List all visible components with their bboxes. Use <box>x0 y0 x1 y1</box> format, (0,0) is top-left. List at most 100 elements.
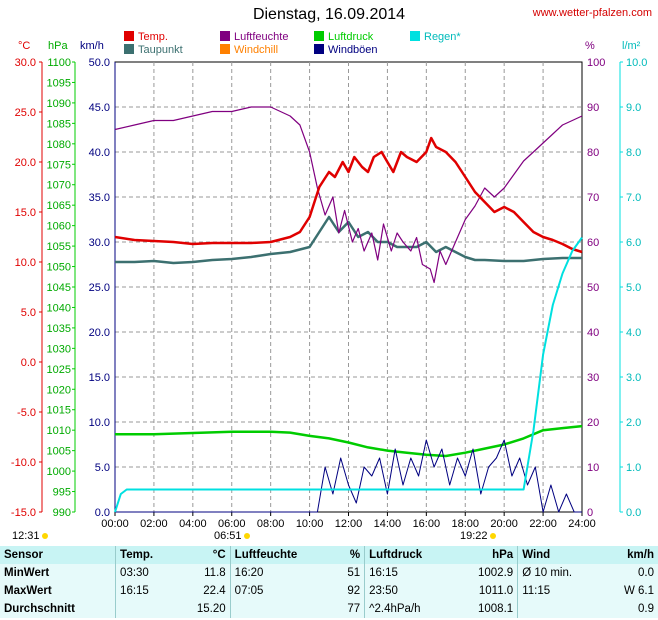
hum-time <box>229 600 334 618</box>
temp-tick-label: 5.0 <box>21 307 36 319</box>
wind-tick-label: 30.0 <box>89 237 110 249</box>
rain-tick-label: 7.0 <box>626 192 641 204</box>
hum-value: 92 <box>333 582 365 600</box>
press-tick-label: 1070 <box>47 180 71 192</box>
row-label: MaxWert <box>0 582 116 600</box>
temp-tick-label: -5.0 <box>17 407 36 419</box>
rain-tick-label: 9.0 <box>626 102 641 114</box>
rain-tick-label: 4.0 <box>626 327 641 339</box>
press-tick-label: 1045 <box>47 282 71 294</box>
wind-time <box>517 600 603 618</box>
time-tick-label: 00:00 <box>101 518 129 530</box>
time-tick-label: 06:00 <box>218 518 246 530</box>
series-line-temp <box>114 136 583 254</box>
legend-swatch <box>124 44 134 54</box>
press-tick-label: 1015 <box>47 405 71 417</box>
wind-time: 11:15 <box>517 582 603 600</box>
press-tick-label: 1060 <box>47 221 71 233</box>
press-tick-label: 990 <box>53 507 71 519</box>
temp-value: 22.4 <box>175 582 231 600</box>
legend-item: Windböen <box>314 44 378 56</box>
hdr-hum: Luftfeuchte <box>229 546 334 564</box>
time-tick-label: 10:00 <box>296 518 324 530</box>
press-tick-label: 1090 <box>47 98 71 110</box>
unit-rain: l/m² <box>622 40 641 52</box>
sunset-label: 19:22 <box>460 530 496 542</box>
press-time: 16:15 <box>364 564 455 582</box>
temp-tick-label: 15.0 <box>15 207 36 219</box>
rain-tick-label: 6.0 <box>626 237 641 249</box>
wind-tick-label: 5.0 <box>95 462 110 474</box>
press-tick-label: 1050 <box>47 262 71 274</box>
hum-tick-label: 20 <box>587 417 599 429</box>
unit-hum: % <box>585 40 595 52</box>
temp-time: 03:30 <box>115 564 176 582</box>
series-line-luftfeuchte <box>114 106 583 284</box>
press-tick-label: 1095 <box>47 77 71 89</box>
table-row: Durchschnitt 15.20 77 ^2.4hPa/h 1008.1 0… <box>0 600 658 618</box>
rain-tick-label: 8.0 <box>626 147 641 159</box>
hdr-sensor: Sensor <box>0 546 116 564</box>
legend-item: Temp. <box>124 31 168 43</box>
wind-tick-label: 25.0 <box>89 282 110 294</box>
hum-time: 07:05 <box>229 582 334 600</box>
legend-swatch <box>220 44 230 54</box>
press-tick-label: 1010 <box>47 425 71 437</box>
press-tick-label: 1000 <box>47 466 71 478</box>
time-tick-label: 02:00 <box>140 518 168 530</box>
unit-press: hPa <box>48 40 68 52</box>
temp-value: 15.20 <box>175 600 231 618</box>
hdr-wind-unit: km/h <box>602 546 658 564</box>
row-label: Durchschnitt <box>0 600 116 618</box>
wind-time: Ø 10 min. <box>517 564 603 582</box>
hdr-temp: Temp. <box>115 546 176 564</box>
daylength-label: 12:31 <box>12 530 48 542</box>
wind-value: W 6.1 <box>602 582 658 600</box>
row-label: MinWert <box>0 564 116 582</box>
temp-time <box>115 600 176 618</box>
temp-tick-label: 20.0 <box>15 157 36 169</box>
legend-swatch <box>314 31 324 41</box>
press-value: 1008.1 <box>454 600 518 618</box>
time-tick-label: 12:00 <box>335 518 363 530</box>
legend-label: Luftfeuchte <box>234 31 289 43</box>
wind-value: 0.0 <box>602 564 658 582</box>
legend-item: Luftfeuchte <box>220 31 288 43</box>
site-link[interactable]: www.wetter-pfalzen.com <box>532 7 652 19</box>
wind-tick-label: 10.0 <box>89 417 110 429</box>
chart-title: Dienstag, 16.09.2014 <box>252 6 406 23</box>
press-tick-label: 1085 <box>47 118 71 130</box>
press-tick-label: 1035 <box>47 323 71 335</box>
temp-tick-label: 10.0 <box>15 257 36 269</box>
unit-temp: °C <box>18 40 31 52</box>
wind-value: 0.9 <box>602 600 658 618</box>
hum-tick-label: 0 <box>587 507 593 519</box>
press-tick-label: 1025 <box>47 364 71 376</box>
press-tick-label: 1080 <box>47 139 71 151</box>
time-tick-label: 18:00 <box>451 518 479 530</box>
legend-label: Temp. <box>138 31 168 43</box>
rain-tick-label: 3.0 <box>626 372 641 384</box>
hum-tick-label: 10 <box>587 462 599 474</box>
press-tick-label: 1065 <box>47 200 71 212</box>
press-value: 1002.9 <box>454 564 518 582</box>
time-tick-label: 04:00 <box>179 518 207 530</box>
hum-tick-label: 30 <box>587 372 599 384</box>
series-line-regen <box>114 236 583 513</box>
wind-tick-label: 35.0 <box>89 192 110 204</box>
press-tick-label: 1075 <box>47 159 71 171</box>
wind-tick-label: 50.0 <box>89 57 110 69</box>
rain-tick-label: 5.0 <box>626 282 641 294</box>
temp-tick-label: 30.0 <box>15 57 36 69</box>
temp-value: 11.8 <box>175 564 231 582</box>
press-time: ^2.4hPa/h <box>364 600 455 618</box>
rain-tick-label: 10.0 <box>626 57 647 69</box>
press-tick-label: 1005 <box>47 446 71 458</box>
time-tick-label: 24:00 <box>568 518 596 530</box>
wind-tick-label: 20.0 <box>89 327 110 339</box>
hum-tick-label: 50 <box>587 282 599 294</box>
legend-item: Regen* <box>410 31 461 43</box>
legend-swatch <box>220 31 230 41</box>
sunrise-label: 06:51 <box>214 530 250 542</box>
hum-tick-label: 90 <box>587 102 599 114</box>
